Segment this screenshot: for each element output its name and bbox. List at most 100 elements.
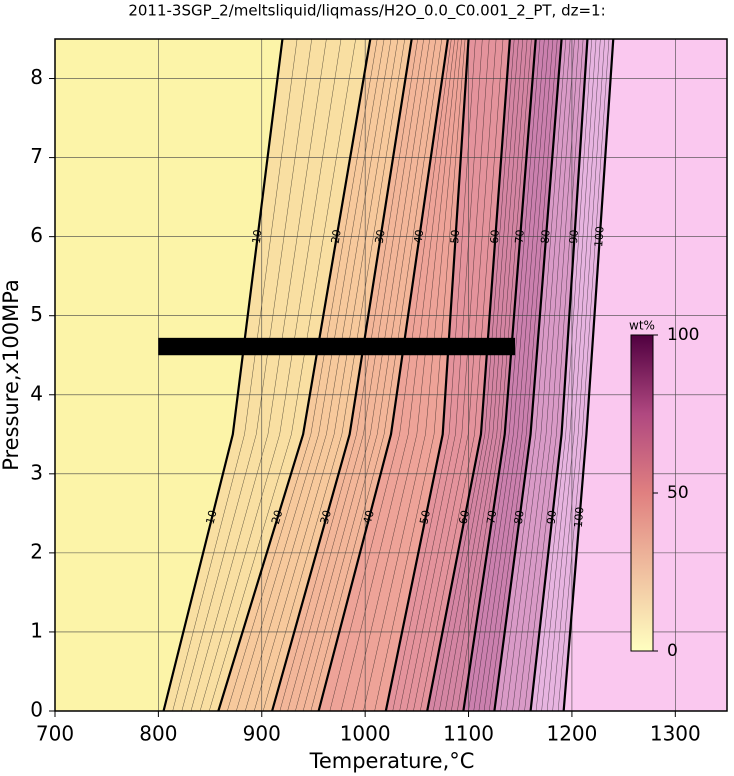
minor-contour (451, 38, 528, 712)
y-axis-title: Pressure,x100MPa (0, 279, 23, 471)
contour-line (493, 38, 563, 712)
minor-contour (413, 38, 497, 712)
contour-line (162, 38, 284, 712)
contour-label: 90 (567, 229, 581, 244)
contour-label: 40 (412, 229, 427, 245)
contour-label: 70 (484, 509, 499, 525)
minor-contour (374, 38, 466, 712)
x-tick-label: 800 (139, 722, 177, 746)
minor-contour (287, 38, 424, 712)
contour-label: 20 (269, 509, 286, 526)
contour-label: 70 (513, 229, 527, 244)
minor-contour (506, 38, 571, 712)
contour-label: 80 (539, 229, 553, 244)
x-tick-label: 1000 (340, 722, 391, 746)
contour-line (271, 38, 413, 712)
minor-contour (227, 38, 378, 712)
minor-contour (295, 38, 431, 712)
minor-contour (172, 38, 298, 712)
y-tick-label: 0 (30, 698, 43, 722)
colorbar-tick-label: 100 (667, 325, 699, 345)
minor-contour (557, 38, 610, 712)
y-tick-label: 2 (30, 539, 43, 563)
minor-contour (351, 38, 459, 712)
colorbar-tick-label: 50 (667, 483, 689, 503)
y-tick-label: 8 (30, 65, 43, 89)
contour-label: 50 (448, 229, 462, 244)
contour-label: 100 (592, 226, 606, 248)
contour-line (529, 38, 589, 712)
minor-contour (488, 38, 558, 712)
minor-contour (181, 38, 312, 712)
contour-line (462, 38, 537, 712)
minor-contour (253, 38, 399, 712)
minor-contour (432, 38, 515, 712)
x-tick-label: 900 (243, 722, 281, 746)
y-tick-label: 3 (30, 460, 43, 484)
artifact-band (158, 337, 516, 356)
contour-label: 50 (417, 509, 433, 525)
contour-label: 60 (488, 229, 502, 244)
minor-contour (518, 38, 580, 712)
minor-contour (392, 38, 476, 712)
y-tick-label: 6 (30, 223, 43, 247)
minor-contour (302, 38, 437, 712)
minor-contour (457, 38, 532, 712)
minor-contour (399, 38, 483, 712)
contour-label: 100 (572, 506, 587, 528)
contour-line (384, 38, 470, 712)
minor-contour (262, 38, 406, 712)
minor-contour (208, 38, 356, 712)
minor-contour (468, 38, 541, 712)
minor-contour (310, 38, 443, 712)
contour-label: 60 (457, 509, 472, 525)
chart-title: 2011-3SGP_2/meltsliquid/liqmass/H2O_0.0_… (128, 2, 605, 21)
y-tick-label: 7 (30, 144, 43, 168)
minor-contour (500, 38, 567, 712)
minor-contour (473, 38, 545, 712)
contour-line (562, 38, 615, 712)
minor-contour (535, 38, 592, 712)
minor-contour (541, 38, 597, 712)
minor-contour (546, 38, 601, 712)
minor-contour (363, 38, 462, 712)
contour-band (55, 39, 283, 711)
contour-line (426, 38, 511, 712)
contour-label: 40 (361, 509, 377, 526)
minor-contour (340, 38, 456, 712)
contour-label: 10 (250, 229, 265, 245)
x-tick-label: 1200 (546, 722, 597, 746)
minor-contour (524, 38, 584, 712)
contour-label: 10 (204, 509, 220, 526)
x-tick-label: 700 (36, 722, 74, 746)
contour-label: 30 (373, 229, 388, 245)
contour-line (217, 38, 372, 712)
minor-contour (552, 38, 605, 712)
contour-line (317, 38, 449, 712)
contour-label: 90 (545, 510, 559, 525)
minor-contour (483, 38, 554, 712)
x-tick-label: 1100 (443, 722, 494, 746)
contour-label: 30 (318, 509, 334, 526)
colorbar-tick-label: 0 (667, 641, 678, 661)
contour-label: 20 (329, 229, 344, 245)
y-tick-label: 5 (30, 302, 43, 326)
minor-contour (439, 38, 519, 712)
minor-contour (199, 38, 342, 712)
plot-area: 700 800 900 1000 1100 1200 1300012345678101020… (30, 38, 728, 746)
colorbar-label: wt% (629, 319, 655, 333)
minor-contour (512, 38, 575, 712)
minor-contour (420, 38, 504, 712)
plot-frame (54, 38, 728, 712)
y-tick-label: 1 (30, 618, 43, 642)
y-tick-label: 4 (30, 381, 43, 405)
minor-contour (478, 38, 549, 712)
colorbar (630, 334, 654, 652)
minor-contour (445, 38, 524, 712)
x-tick-label: 1300 (650, 722, 701, 746)
x-axis-title: Temperature,°C (309, 749, 475, 773)
minor-contour (279, 38, 418, 712)
contour-label: 80 (512, 509, 527, 525)
minor-contour (236, 38, 385, 712)
